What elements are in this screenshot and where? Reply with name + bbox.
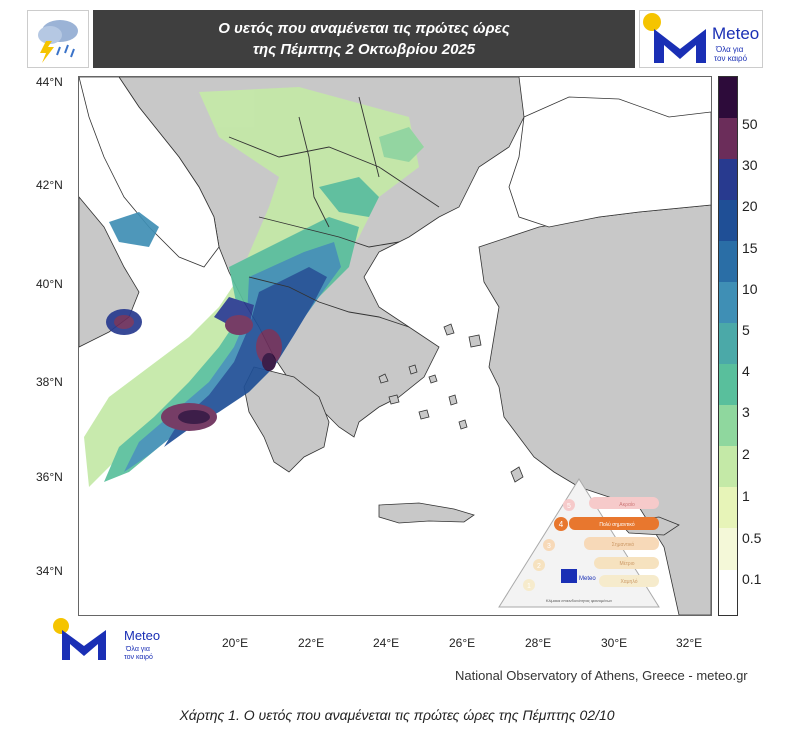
rhodes-land [510,466,524,483]
lat-label: 36°N [36,470,63,484]
legend-cell [719,200,737,241]
header: Ο υετός που αναμένεται τις πρώτες ώρες τ… [27,10,763,68]
map-title: Ο υετός που αναμένεται τις πρώτες ώρες τ… [93,10,635,68]
legend-label: 50 [742,116,758,132]
legend-cell [719,570,737,615]
bottom-logo-tagline-1: Όλα για [125,646,150,653]
legend-cell [719,446,737,487]
lat-label: 40°N [36,277,63,291]
title-line-2: της Πέμπτης 2 Οκτωβρίου 2025 [252,41,476,58]
lat-label: 42°N [36,178,63,192]
figure-caption: Χάρτης 1. Ο υετός που αναμένεται τις πρώ… [179,707,615,723]
legend-cell [719,159,737,200]
danger-number-3: 3 [547,543,551,550]
danger-number-4: 4 [559,520,564,529]
legend-label: 20 [742,198,758,214]
meteo-logo-bottom: Meteo Όλα για τον καιρό [52,618,182,664]
legend-label: 0.5 [742,530,762,546]
peloponnese-land [243,366,330,473]
crete-land [378,502,475,524]
legend-cell [719,364,737,405]
legend-label: 15 [742,240,758,256]
legend-cell [719,528,737,570]
lon-label: 22°E [298,636,325,650]
lat-label: 34°N [36,564,63,578]
legend-label: 10 [742,281,758,297]
black-sea [508,96,711,228]
bottom-logo-tagline-2: τον καιρό [124,653,153,661]
lat-label: 44°N [36,75,63,89]
legend-cell [719,282,737,323]
danger-label-2: Μέτριο [619,560,634,567]
adriatic-sea [79,77,220,268]
danger-scale-inset: 5 4 3 2 1 Ακραίο Πολύ σημαντικό Σημαντικ… [498,478,660,608]
lon-label: 28°E [525,636,552,650]
precip-max-1 [225,315,253,335]
legend-cell [719,323,737,364]
bottom-logo-text: Meteo [124,628,160,643]
danger-number-2: 2 [537,563,541,570]
inset-logo-text: Meteo [579,576,596,582]
lon-label: 20°E [222,636,249,650]
title-line-1: Ο υετός που αναμένεται τις πρώτες ώρες [218,20,510,37]
precipitation-map: 5 4 3 2 1 Ακραίο Πολύ σημαντικό Σημαντικ… [78,76,712,616]
danger-label-1: Χαμηλό [620,578,637,585]
legend-cell [719,405,737,446]
danger-number-5: 5 [567,503,571,510]
legend-label: 0.1 [742,571,762,587]
danger-label-5: Ακραίο [619,502,635,508]
legend-cell [719,77,737,118]
legend-color-bar [718,76,738,616]
legend-label: 30 [742,157,758,173]
legend-label: 2 [742,446,750,462]
danger-scale-footer: Κλίμακα επικινδυνότητας φαινομένων [546,598,612,603]
lon-label: 26°E [449,636,476,650]
lat-label: 38°N [36,375,63,389]
danger-label-4: Πολύ σημαντικό [599,521,634,528]
legend-label: 3 [742,404,750,420]
danger-label-3: Σημαντικό [612,541,635,548]
lon-label: 24°E [373,636,400,650]
legend-label: 5 [742,322,750,338]
precip-max-2 [256,329,282,365]
meteo-logo: Meteo Όλα για τον καιρό [639,10,763,68]
legend-label: 4 [742,363,750,379]
lon-label: 32°E [676,636,703,650]
logo-tagline-1: Όλα για [715,45,744,54]
lon-label: 30°E [601,636,628,650]
logo-text: Meteo [712,24,759,43]
legend-label: 1 [742,488,750,504]
legend-cell [719,118,737,159]
credit-text: National Observatory of Athens, Greece -… [455,668,748,683]
legend-cell [719,487,737,528]
logo-tagline-2: τον καιρό [714,54,748,63]
legend-cell [719,241,737,282]
rain-cloud-icon [27,10,89,68]
danger-number-1: 1 [527,583,531,590]
